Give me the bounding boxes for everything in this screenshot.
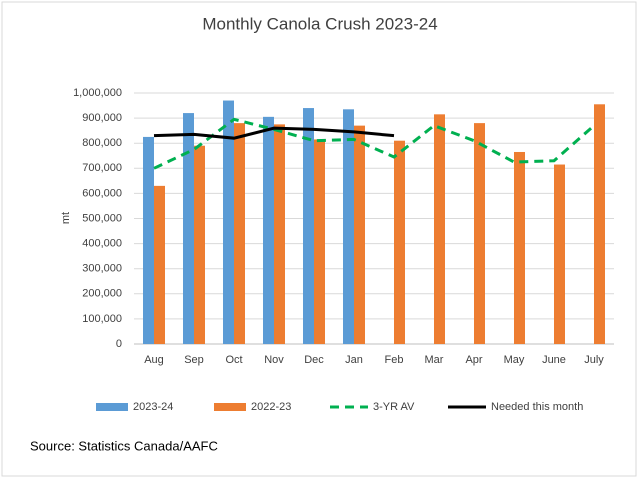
bar [434, 114, 445, 345]
y-tick-label: 400,000 [82, 238, 122, 250]
bar [354, 125, 365, 344]
bar [274, 124, 285, 344]
line [153, 117, 595, 170]
x-tick-label: Mar [425, 354, 444, 366]
y-tick-label: 100,000 [82, 313, 122, 325]
bar [594, 104, 605, 344]
legend-label: 2022-23 [251, 401, 291, 413]
x-tick-label: Aug [144, 354, 164, 366]
bar [183, 113, 194, 344]
bar [554, 164, 565, 344]
bar [154, 185, 165, 344]
y-tick-label: 0 [116, 338, 122, 350]
bar [194, 145, 205, 344]
source: Source: Statistics Canada/AAFC [30, 438, 218, 453]
legend-swatch [96, 403, 128, 411]
bar [234, 123, 245, 345]
bar [143, 136, 154, 344]
chart-title: Monthly Canola Crush 2023-24 [202, 14, 437, 33]
bar [474, 123, 485, 345]
bar [394, 140, 405, 344]
y-tick-label: 700,000 [82, 162, 122, 174]
y-tick-label: 1,000,000 [73, 87, 122, 99]
legend-swatch [214, 403, 246, 411]
bar [343, 109, 354, 344]
bar [303, 108, 314, 344]
y-axis-label: mt [60, 212, 72, 224]
x-tick-label: July [584, 354, 604, 366]
bar [223, 100, 234, 344]
y-tick-label: 900,000 [82, 112, 122, 124]
y-tick-label: 800,000 [82, 137, 122, 149]
x-tick-label: Dec [304, 354, 324, 366]
x-tick-label: Feb [385, 354, 404, 366]
bar [314, 139, 325, 344]
x-tick-label: June [542, 354, 566, 366]
y-tick-label: 200,000 [82, 288, 122, 300]
y-tick-label: 600,000 [82, 187, 122, 199]
x-tick-label: May [504, 354, 525, 366]
x-tick-label: Apr [465, 354, 482, 366]
x-tick-label: Jan [345, 354, 363, 366]
x-tick-label: Oct [225, 354, 242, 366]
y-tick-label: 500,000 [82, 212, 122, 224]
y-tick-label: 300,000 [82, 263, 122, 275]
x-tick-label: Sep [184, 354, 204, 366]
bar [263, 116, 274, 344]
bar [514, 151, 525, 344]
x-tick-label: Nov [264, 354, 284, 366]
legend-label: 3-YR AV [373, 401, 415, 413]
line [153, 126, 395, 140]
legend-label: 2023-24 [133, 401, 173, 413]
legend-label: Needed this month [491, 401, 583, 413]
